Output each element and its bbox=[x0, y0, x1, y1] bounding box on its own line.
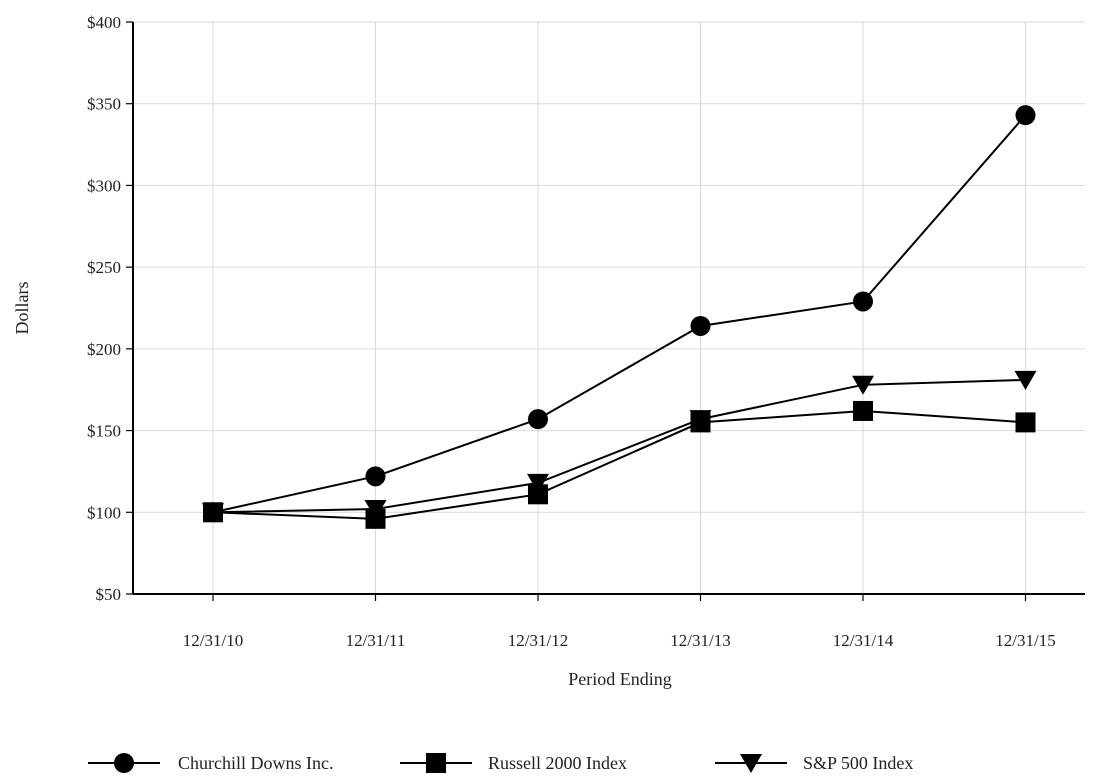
series-lines bbox=[212, 114, 1027, 520]
y-tick-label: $50 bbox=[96, 585, 122, 604]
y-tick-label: $300 bbox=[87, 176, 121, 195]
grid bbox=[133, 21, 1085, 594]
data-point-triangle-down bbox=[1014, 370, 1037, 390]
x-tick-label: 12/31/12 bbox=[508, 631, 568, 650]
legend-marker-square bbox=[426, 753, 446, 773]
y-tick-label: $400 bbox=[87, 13, 121, 32]
data-point-square bbox=[528, 484, 548, 505]
data-point-circle bbox=[1015, 105, 1036, 126]
data-point-square bbox=[690, 412, 711, 433]
legend-item: Russell 2000 Index bbox=[400, 753, 627, 773]
x-tick-label: 12/31/10 bbox=[183, 631, 243, 650]
series-line-triangle-down bbox=[212, 378, 1026, 514]
data-point-circle bbox=[528, 409, 548, 430]
legend-label: Russell 2000 Index bbox=[488, 753, 627, 773]
legend-item: Churchill Downs Inc. bbox=[88, 753, 333, 773]
data-point-circle bbox=[365, 466, 386, 487]
axes bbox=[126, 21, 1085, 601]
legend-marker-triangle-down bbox=[740, 754, 762, 773]
legend-item: S&P 500 Index bbox=[715, 753, 913, 773]
x-tick-label: 12/31/15 bbox=[995, 631, 1055, 650]
y-tick-label: $250 bbox=[87, 258, 121, 277]
y-tick-label: $350 bbox=[87, 95, 121, 114]
legend-label: S&P 500 Index bbox=[803, 753, 913, 773]
data-point-circle bbox=[690, 315, 711, 336]
series-markers bbox=[202, 105, 1037, 529]
axis-labels: $50 $100 $150 $200 $250 $300 $350 $400 12/31/10 1… bbox=[87, 13, 1056, 650]
data-point-circle bbox=[203, 502, 223, 523]
x-axis-title: Period Ending bbox=[568, 669, 672, 689]
y-tick-label: $150 bbox=[87, 422, 121, 441]
y-tick-label: $100 bbox=[87, 503, 121, 522]
data-point-circle bbox=[853, 291, 873, 312]
y-tick-label: $200 bbox=[87, 340, 121, 359]
data-point-triangle-down bbox=[527, 473, 549, 493]
series-line-circle bbox=[212, 114, 1027, 514]
data-point-square bbox=[853, 400, 873, 421]
data-point-square bbox=[365, 508, 386, 529]
legend-label: Churchill Downs Inc. bbox=[178, 753, 333, 773]
data-point-triangle-down bbox=[852, 375, 874, 395]
x-tick-label: 12/31/11 bbox=[346, 631, 406, 650]
data-point-square bbox=[1015, 412, 1036, 433]
y-axis-title: Dollars bbox=[12, 282, 32, 335]
x-tick-label: 12/31/14 bbox=[833, 631, 894, 650]
legend: Churchill Downs Inc. Russell 2000 Index S&… bbox=[88, 753, 913, 773]
x-tick-label: 12/31/13 bbox=[670, 631, 730, 650]
series-line-square bbox=[212, 409, 1026, 520]
legend-marker-circle bbox=[114, 753, 134, 773]
